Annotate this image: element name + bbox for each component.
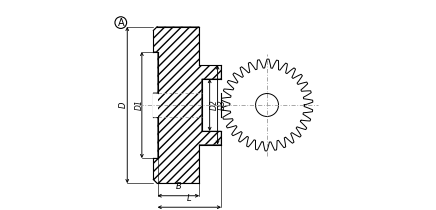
Text: L: L [187, 194, 192, 203]
Text: D: D [119, 102, 128, 108]
Polygon shape [153, 27, 221, 183]
Text: B: B [175, 181, 181, 190]
Polygon shape [153, 93, 157, 117]
Text: D3: D3 [218, 100, 227, 110]
Text: D2: D2 [210, 100, 219, 110]
Text: D1: D1 [134, 100, 143, 110]
Text: A: A [117, 18, 124, 28]
